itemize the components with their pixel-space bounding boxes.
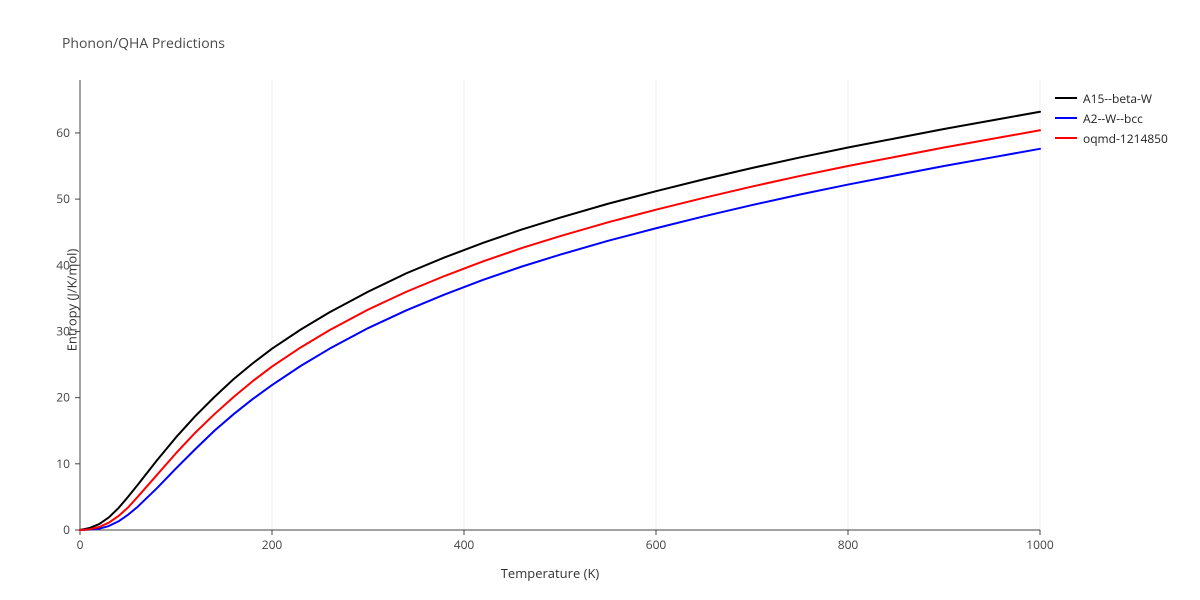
y-tick-label: 10: [56, 455, 70, 472]
y-tick-label: 20: [56, 389, 70, 406]
x-tick-label: 400: [454, 536, 475, 553]
legend-item[interactable]: A2--W--bcc: [1055, 110, 1168, 126]
x-tick-label: 800: [838, 536, 859, 553]
legend-swatch: [1055, 97, 1077, 99]
chart-container: Phonon/QHA Predictions Entropy (J/K/mol)…: [0, 0, 1200, 600]
legend-item[interactable]: oqmd-1214850: [1055, 130, 1168, 146]
series-line: [80, 149, 1040, 530]
chart-svg: 0 200 400 600 800 1000 0 10 20 30 40 50 60: [0, 0, 1200, 600]
series-line: [80, 130, 1040, 530]
y-tick-label: 50: [56, 190, 70, 207]
legend-swatch: [1055, 117, 1077, 119]
x-tick-label: 600: [646, 536, 667, 553]
x-tick-label: 200: [262, 536, 283, 553]
x-tick-label: 1000: [1026, 536, 1054, 553]
legend-item[interactable]: A15--beta-W: [1055, 90, 1168, 106]
y-tick-label: 40: [56, 256, 70, 273]
legend-label: oqmd-1214850: [1083, 130, 1168, 147]
y-tick-label: 0: [63, 521, 70, 538]
legend-swatch: [1055, 137, 1077, 139]
legend-label: A2--W--bcc: [1083, 110, 1143, 127]
y-tick-label: 60: [56, 124, 70, 141]
y-tick-label: 30: [56, 322, 70, 339]
x-tick-label: 0: [77, 536, 84, 553]
legend-label: A15--beta-W: [1083, 90, 1152, 107]
legend: A15--beta-W A2--W--bcc oqmd-1214850: [1055, 90, 1168, 150]
